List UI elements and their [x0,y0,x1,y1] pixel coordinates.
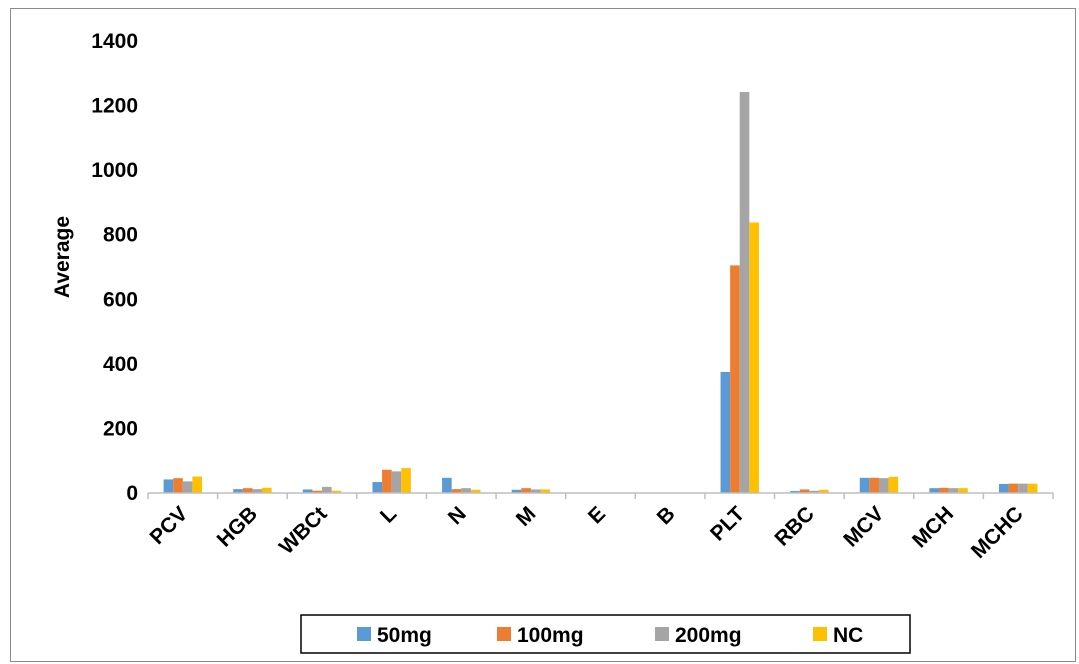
bar [799,489,810,493]
bar [888,476,899,493]
bar [730,265,740,493]
bar [749,222,759,493]
legend-swatch-NC [813,627,827,641]
bar [173,478,183,493]
bar [401,468,411,493]
x-category-label: B [653,502,680,529]
bar [192,476,203,493]
bar [998,483,1009,493]
bar [391,471,402,493]
bar-series-100mg [173,265,1019,493]
bar [470,489,481,493]
bar [233,489,243,493]
bar [182,481,193,493]
legend-label-100mg: 100mg [517,624,584,647]
legend-swatch-100mg [497,627,511,641]
y-tick-label: 600 [103,288,138,311]
bar-series-50mg [163,371,1009,493]
x-category-label: PLT [706,502,749,545]
y-tick-label: 0 [126,482,138,505]
x-category-label: E [584,502,610,528]
bar [809,490,819,493]
legend-label-50mg: 50mg [377,624,432,647]
x-category-label: M [512,502,541,531]
bar [242,488,253,493]
bar [869,477,879,493]
bar [252,489,263,493]
legend-label-NC: NC [833,624,863,647]
legend-label-200mg: 200mg [675,624,742,647]
x-category-label: MCV [839,502,888,551]
x-category-label: MCHC [967,502,1028,563]
bar [958,488,968,493]
y-axis-title: Average [51,216,74,298]
y-tick-label: 200 [103,417,138,440]
bar [163,479,174,493]
bar [331,490,342,493]
x-category-label: MCH [908,502,958,552]
bar [451,489,462,493]
bar [442,477,452,493]
legend-swatch-50mg [357,627,371,641]
bar [859,477,870,493]
legend-box [300,614,911,654]
bar [521,488,531,493]
bar [302,489,313,493]
bar-series-group [163,92,1038,494]
x-category-label: RBC [770,502,818,550]
bar [720,371,731,493]
y-tick-label: 1000 [91,159,138,182]
bar [262,487,272,493]
bar [739,92,750,494]
bar-chart: 0 200 400 600 800 1000 1200 1400 PCV HGB WBCt L N M E… [51,30,1054,654]
y-tick-label: 400 [103,353,138,376]
x-category-label: PCV [146,502,193,549]
bar [818,489,829,493]
x-category-label: N [444,502,471,529]
bar [878,478,889,493]
bar [461,488,471,493]
bar [540,489,551,493]
bar [1018,483,1028,493]
x-axis-category-labels: PCV HGB WBCt L N M E B PLT RBC MCV MCH MCHC [146,502,1028,563]
x-category-label: L [376,502,401,527]
bar-series-NC [192,222,1038,493]
bar [322,486,332,493]
y-tick-label: 1400 [91,30,138,53]
bar [938,487,949,493]
bar-series-200mg [182,92,1028,494]
legend: 50mg 100mg 200mg NC [300,614,911,654]
chart-frame: 0 200 400 600 800 1000 1200 1400 PCV HGB WBCt L N M E… [10,8,1076,662]
y-tick-label: 800 [103,224,138,247]
x-category-label: HGB [213,502,262,551]
bar [382,469,392,493]
bar [530,489,541,493]
x-axis-ticks [147,493,1054,499]
bar [948,488,959,493]
bar [312,490,323,493]
x-category-label: WBCt [275,502,332,559]
bar [372,482,383,493]
bar [1027,483,1038,493]
bar [511,489,522,493]
y-tick-label: 1200 [91,95,138,118]
bar [790,491,800,493]
bar [929,488,939,493]
y-axis-ticks: 0 200 400 600 800 1000 1200 1400 [91,30,138,505]
bar [1008,483,1019,493]
legend-swatch-200mg [655,627,669,641]
